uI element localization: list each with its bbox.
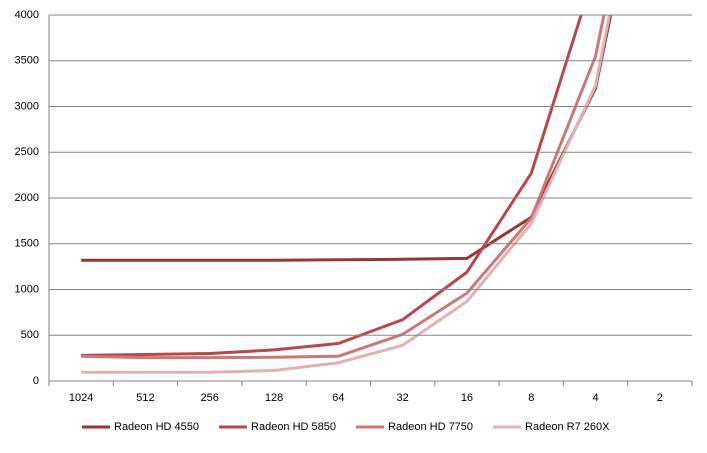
x-tick-label: 512 [136, 392, 154, 404]
x-tick-label: 2 [657, 392, 663, 404]
y-tick-label: 3500 [15, 55, 39, 67]
y-tick-label: 0 [33, 375, 39, 387]
y-tick-label: 1500 [15, 238, 39, 250]
legend-label: Radeon HD 5850 [251, 421, 336, 433]
x-tick-label: 256 [201, 392, 219, 404]
y-tick-label: 500 [21, 329, 39, 341]
x-tick-label: 16 [461, 392, 473, 404]
legend-label: Radeon R7 260X [525, 421, 610, 433]
x-tick-label: 64 [332, 392, 344, 404]
y-tick-label: 2000 [15, 192, 39, 204]
x-tick-label: 4 [592, 392, 598, 404]
series-line [81, 15, 606, 360]
x-tick-label: 128 [265, 392, 283, 404]
y-tick-label: 4000 [15, 9, 39, 21]
series-line [81, 15, 583, 357]
x-tick-label: 1024 [69, 392, 93, 404]
x-tick-label: 32 [397, 392, 409, 404]
y-tick-label: 2500 [15, 146, 39, 158]
legend-label: Radeon HD 7750 [388, 421, 473, 433]
series-line [81, 15, 611, 374]
plot-area [81, 15, 613, 374]
y-tick-label: 3000 [15, 100, 39, 112]
legend-label: Radeon HD 4550 [114, 421, 199, 433]
x-tick-label: 8 [528, 392, 534, 404]
y-tick-label: 1000 [15, 283, 39, 295]
